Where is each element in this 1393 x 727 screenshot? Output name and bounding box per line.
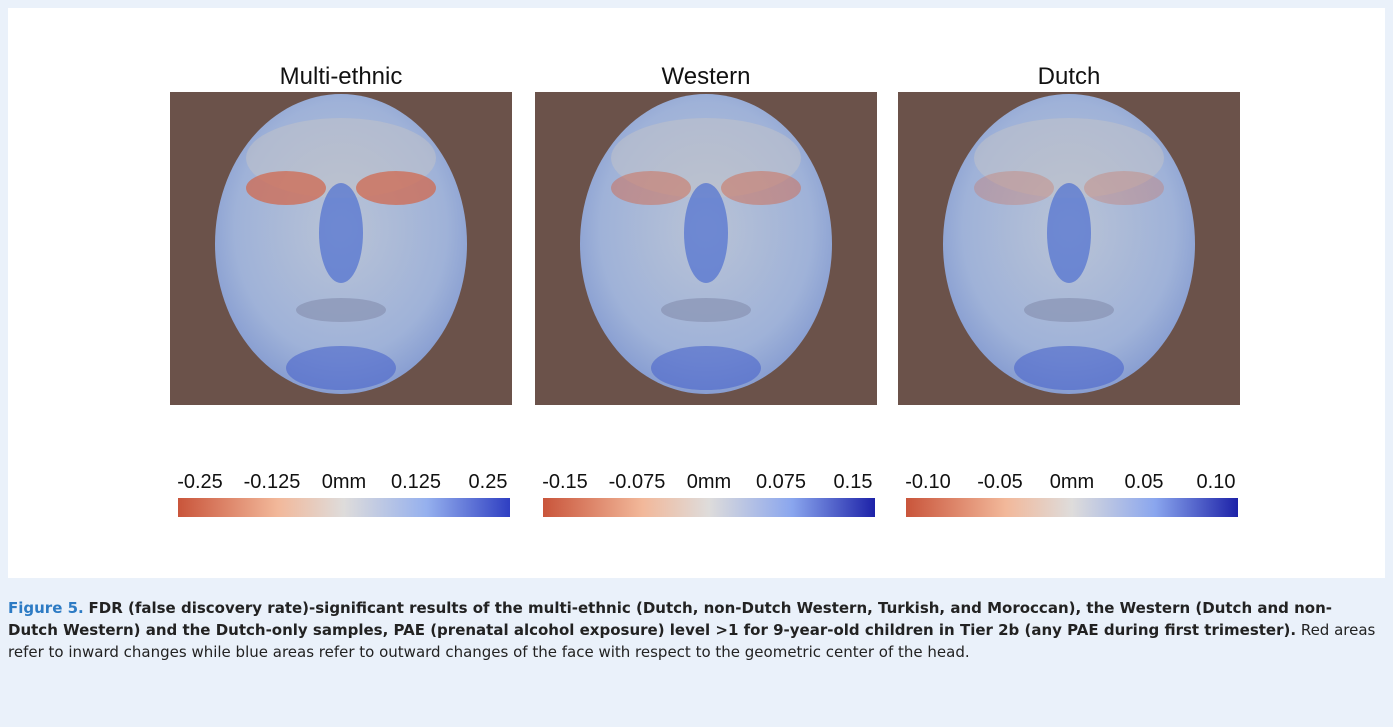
caption-bold: FDR (false discovery rate)-significant r… (8, 599, 1332, 639)
eye-region (611, 171, 691, 205)
forehead (974, 118, 1164, 198)
eye-region (356, 171, 436, 205)
colorbar-label: -0.075 (609, 471, 666, 493)
colorbar (906, 498, 1238, 517)
panel-title: Multi-ethnic (280, 63, 403, 90)
colorbar (178, 498, 510, 517)
colorbar-label: 0mm (687, 471, 731, 493)
colorbar-label: 0.05 (1125, 471, 1164, 493)
colorbar-label: 0.15 (834, 471, 873, 493)
colorbar-label: 0.10 (1197, 471, 1236, 493)
panel-title: Dutch (1038, 63, 1101, 90)
nose (1047, 183, 1091, 283)
eye-region (246, 171, 326, 205)
colorbar-label: -0.10 (905, 471, 951, 493)
colorbar-label: 0.075 (756, 471, 806, 493)
caption-label: Figure 5. (8, 599, 84, 617)
colorbar-label: -0.15 (542, 471, 588, 493)
eye-region (1084, 171, 1164, 205)
colorbar-label: 0mm (322, 471, 366, 493)
mouth (661, 298, 751, 322)
caption-text: Red areas refer to inward changes while … (8, 621, 1376, 661)
nose (319, 183, 363, 283)
colorbar-label: 0mm (1050, 471, 1094, 493)
eye-region (974, 171, 1054, 205)
colorbar (543, 498, 875, 517)
chin (1014, 346, 1124, 390)
figure-panel: Multi-ethnic -0.25 -0.125 0mm 0.125 0.25 Weste… (8, 8, 1385, 578)
chin (651, 346, 761, 390)
colorbar-label: 0.125 (391, 471, 441, 493)
mouth (1024, 298, 1114, 322)
panel-title: Western (662, 63, 751, 90)
colorbar-label: 0.25 (469, 471, 508, 493)
caption: Figure 5. FDR (false discovery rate)-sig… (8, 597, 1380, 663)
figure: Multi-ethnic -0.25 -0.125 0mm 0.125 0.25 Weste… (170, 63, 1240, 517)
colorbar-label: -0.125 (244, 471, 301, 493)
colorbar-label: -0.25 (177, 471, 223, 493)
chin (286, 346, 396, 390)
eye-region (721, 171, 801, 205)
nose (684, 183, 728, 283)
colorbar-label: -0.05 (977, 471, 1023, 493)
mouth (296, 298, 386, 322)
